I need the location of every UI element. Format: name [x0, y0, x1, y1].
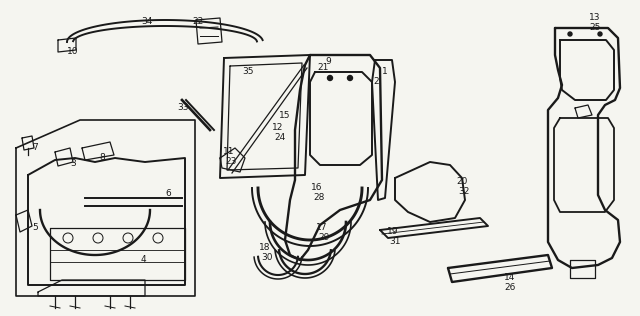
Text: 22: 22 — [193, 17, 204, 27]
Text: 33: 33 — [177, 104, 189, 112]
Text: 15: 15 — [279, 111, 291, 119]
Text: 12: 12 — [272, 124, 284, 132]
Text: 25: 25 — [589, 23, 601, 33]
Text: 19: 19 — [387, 228, 399, 236]
Text: 16: 16 — [311, 184, 323, 192]
Text: 26: 26 — [504, 283, 516, 293]
Text: 29: 29 — [318, 234, 330, 242]
Text: 23: 23 — [225, 157, 237, 167]
Text: 14: 14 — [504, 274, 516, 283]
Text: 32: 32 — [458, 187, 470, 197]
Text: 35: 35 — [243, 68, 253, 76]
Text: 31: 31 — [389, 238, 401, 246]
Circle shape — [348, 76, 353, 81]
Text: 4: 4 — [140, 256, 146, 264]
Text: 7: 7 — [32, 143, 38, 151]
Text: 18: 18 — [259, 244, 271, 252]
Circle shape — [568, 32, 572, 36]
Text: 8: 8 — [99, 153, 105, 161]
Text: 28: 28 — [314, 193, 324, 203]
Circle shape — [598, 32, 602, 36]
Text: 2: 2 — [373, 77, 379, 87]
Text: 21: 21 — [317, 64, 329, 72]
Text: 10: 10 — [67, 47, 79, 57]
Text: 13: 13 — [589, 14, 601, 22]
Text: 24: 24 — [275, 133, 285, 143]
Text: 34: 34 — [141, 17, 153, 27]
Circle shape — [328, 76, 333, 81]
Text: 6: 6 — [165, 189, 171, 198]
Text: 3: 3 — [70, 159, 76, 167]
Text: 1: 1 — [382, 68, 388, 76]
Text: 17: 17 — [316, 223, 328, 233]
Text: 5: 5 — [32, 223, 38, 233]
Text: 30: 30 — [261, 253, 273, 263]
Text: 11: 11 — [223, 148, 235, 156]
Text: 20: 20 — [456, 178, 468, 186]
Text: 9: 9 — [325, 58, 331, 66]
